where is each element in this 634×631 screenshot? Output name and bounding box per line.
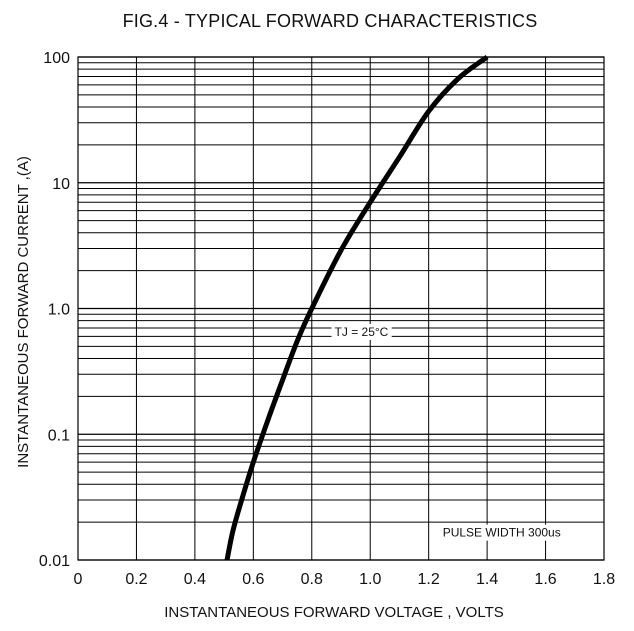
y-tick-label: 0.01 — [39, 553, 70, 570]
x-tick-label: 1.2 — [418, 571, 440, 588]
x-tick-label: 1.8 — [593, 571, 615, 588]
x-tick-label: 0.2 — [125, 571, 147, 588]
x-tick-label: 0.6 — [242, 571, 264, 588]
x-tick-label: 1.6 — [534, 571, 556, 588]
x-tick-label: 0.8 — [301, 571, 323, 588]
annotation-background — [439, 524, 564, 541]
x-tick-label: 1.0 — [359, 571, 381, 588]
annotations: TJ = 25°C PULSE WIDTH 300us — [331, 324, 564, 541]
y-tick-label: 1.0 — [48, 302, 70, 319]
y-tick-label: 100 — [43, 50, 70, 67]
annotation-text: TJ = 25°C — [335, 325, 389, 339]
annotation-text: PULSE WIDTH 300us — [443, 526, 561, 540]
annotation-background — [331, 324, 392, 341]
grid — [77, 56, 605, 561]
x-tick-label: 1.4 — [476, 571, 498, 588]
forward-characteristic-curve — [224, 54, 489, 561]
x-axis-label: INSTANTANEOUS FORWARD VOLTAGE , VOLTS — [164, 604, 504, 621]
tick-labels: 0 0.2 0.4 0.6 0.8 1.0 1.2 1.4 1.6 1.8 0.01 0.1 1.0 10… — [39, 50, 615, 588]
y-axis-label: INSTANTANEOUS FORWARD CURRENT ,(A) — [15, 156, 32, 468]
plot-frame — [77, 56, 605, 561]
series-layer — [224, 54, 489, 561]
annotation: PULSE WIDTH 300us — [439, 524, 564, 541]
y-tick-label: 0.1 — [48, 427, 70, 444]
y-tick-label: 10 — [52, 176, 70, 193]
x-tick-label: 0.4 — [184, 571, 206, 588]
x-tick-label: 0 — [74, 571, 83, 588]
chart-title: FIG.4 - TYPICAL FORWARD CHARACTERISTICS — [123, 11, 538, 31]
annotation: TJ = 25°C — [331, 324, 392, 341]
